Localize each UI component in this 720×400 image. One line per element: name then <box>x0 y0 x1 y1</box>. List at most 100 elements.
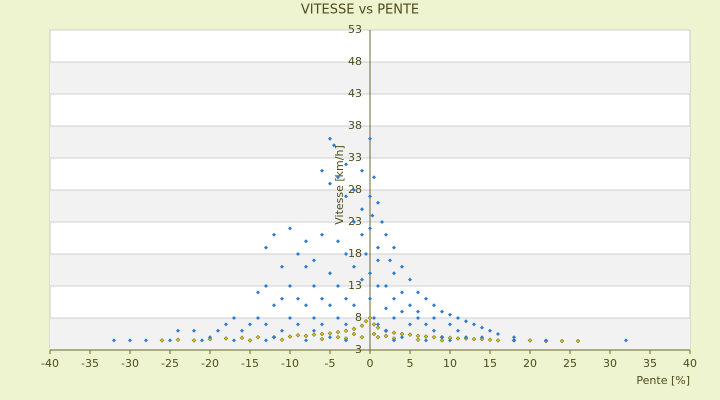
point <box>280 264 284 269</box>
point <box>319 331 325 337</box>
x-tick-label: -5 <box>325 357 336 370</box>
point <box>488 328 492 333</box>
point <box>559 338 565 344</box>
y-tick-label: 53 <box>348 23 362 36</box>
point <box>392 296 396 301</box>
point <box>320 296 324 301</box>
point <box>376 245 380 250</box>
point <box>424 296 428 301</box>
point <box>456 328 460 333</box>
point <box>332 143 336 148</box>
x-tick-label: 0 <box>367 357 374 370</box>
point <box>372 175 376 180</box>
point <box>360 232 364 237</box>
point <box>216 328 220 333</box>
point <box>191 338 197 343</box>
point <box>367 315 373 321</box>
point <box>336 284 340 288</box>
point <box>512 338 516 343</box>
point <box>352 264 356 269</box>
point <box>372 316 376 320</box>
point <box>440 309 444 314</box>
point <box>368 136 372 141</box>
point <box>296 322 300 327</box>
point <box>359 334 365 340</box>
point <box>112 338 116 343</box>
point <box>288 284 292 288</box>
point <box>371 331 377 337</box>
point <box>368 296 372 301</box>
point <box>272 303 276 308</box>
point <box>527 338 533 343</box>
point <box>400 264 404 269</box>
point <box>448 322 452 327</box>
point <box>344 194 348 199</box>
point <box>144 338 148 343</box>
y-axis-title: Vitesse [km/h] <box>333 145 346 225</box>
point <box>288 226 292 231</box>
point <box>312 316 316 320</box>
point <box>320 232 324 237</box>
point <box>312 284 316 288</box>
point <box>232 316 236 320</box>
point <box>432 303 436 308</box>
x-tick-label: 20 <box>523 357 537 370</box>
point <box>368 271 372 276</box>
point <box>304 303 308 308</box>
point <box>328 181 332 186</box>
point <box>344 338 348 343</box>
x-tick-label: 5 <box>407 357 414 370</box>
point <box>336 175 340 180</box>
point <box>424 322 428 327</box>
point <box>344 252 348 256</box>
point <box>455 336 461 341</box>
point <box>295 332 301 338</box>
point <box>416 290 420 295</box>
y-tick-label: 48 <box>348 55 362 68</box>
point <box>464 319 468 324</box>
point <box>480 325 484 330</box>
point <box>364 252 368 256</box>
point <box>264 245 268 250</box>
point <box>376 258 380 263</box>
point <box>471 336 477 342</box>
point <box>128 338 132 343</box>
point <box>304 239 308 244</box>
x-tick-label: 15 <box>483 357 497 370</box>
point <box>288 316 292 320</box>
point <box>495 338 501 343</box>
point <box>200 338 204 343</box>
point <box>383 333 389 339</box>
point <box>407 332 413 337</box>
x-tick-label: -10 <box>281 357 299 370</box>
point <box>312 258 316 263</box>
point <box>512 335 516 340</box>
point <box>256 316 260 320</box>
point <box>431 334 437 340</box>
point <box>296 252 300 256</box>
point <box>264 284 268 288</box>
point <box>487 337 493 343</box>
point <box>376 322 380 327</box>
point <box>192 328 196 333</box>
y-tick-label: 18 <box>348 247 362 260</box>
x-tick-label: 25 <box>563 357 577 370</box>
x-tick-label: -35 <box>81 357 99 370</box>
point <box>416 309 420 314</box>
point <box>408 277 412 282</box>
x-tick-label: -25 <box>161 357 179 370</box>
point <box>272 232 276 237</box>
point <box>168 338 172 343</box>
point <box>575 338 581 344</box>
point <box>424 338 428 343</box>
point <box>311 332 317 337</box>
point <box>464 335 468 340</box>
point <box>375 334 381 340</box>
point <box>371 322 377 327</box>
point <box>335 334 341 340</box>
point <box>304 338 308 343</box>
x-tick-label: 10 <box>443 357 457 370</box>
point <box>408 322 412 327</box>
